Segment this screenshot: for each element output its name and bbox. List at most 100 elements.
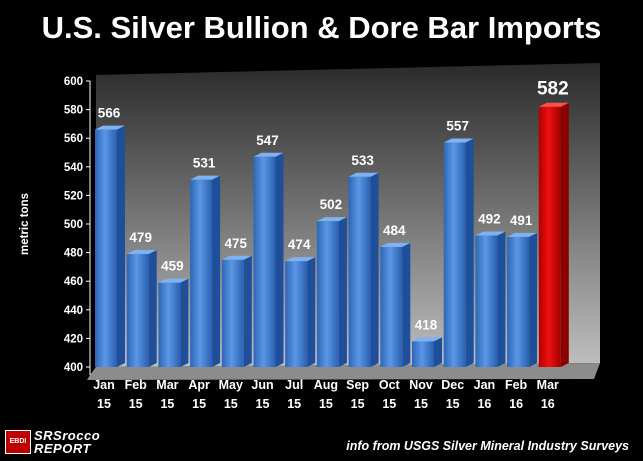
y-tick-label: 600 <box>64 76 83 88</box>
bar-side <box>402 242 411 367</box>
bar-side <box>497 231 506 367</box>
y-tick-label: 460 <box>64 276 83 288</box>
bar-front <box>190 179 213 367</box>
x-tick-label-year: 15 <box>160 397 174 411</box>
x-tick-label-month: Jul <box>285 378 303 392</box>
bar-front <box>348 176 371 367</box>
x-tick-label-year: 15 <box>129 397 143 411</box>
bar <box>253 152 284 367</box>
bar-value-label: 418 <box>415 317 438 332</box>
bar-front <box>443 142 466 367</box>
bar-side <box>529 232 538 367</box>
bar-top <box>412 337 442 342</box>
bar-value-label: 479 <box>129 230 152 245</box>
bar <box>158 278 189 367</box>
bar-top <box>443 138 474 143</box>
bar <box>190 175 221 367</box>
x-tick-label-month: Oct <box>379 378 401 392</box>
x-tick-label-year: 15 <box>382 397 396 411</box>
chart-floor <box>87 363 600 380</box>
bar-top <box>190 175 221 180</box>
bar-top <box>221 255 252 260</box>
y-tick-label: 420 <box>64 333 83 345</box>
bar-top <box>285 257 316 262</box>
bar <box>285 257 316 367</box>
bar-front <box>95 129 117 367</box>
bar-front <box>475 235 498 367</box>
bar-side <box>212 175 221 367</box>
x-tick-label-month: Feb <box>505 378 528 392</box>
x-tick-label-month: Dec <box>441 378 464 392</box>
bar <box>316 217 347 367</box>
x-tick-label-year: 15 <box>414 397 428 411</box>
bar-front <box>380 246 403 367</box>
bar-value-label: 533 <box>351 153 374 168</box>
bar <box>443 138 474 367</box>
bar-top <box>253 152 284 157</box>
bar-top <box>126 250 157 255</box>
bar-value-label: 566 <box>98 106 121 121</box>
source-note: info from USGS Silver Mineral Industry S… <box>346 439 629 453</box>
bar-value-label: 502 <box>320 197 343 212</box>
bar-side <box>275 152 284 367</box>
bar-side <box>465 138 474 367</box>
bar-value-label: 531 <box>193 156 216 171</box>
bar <box>221 255 252 367</box>
x-tick-label-year: 15 <box>224 397 238 411</box>
bar-top <box>158 278 189 283</box>
bar-top <box>380 242 411 247</box>
bar-top <box>538 102 569 107</box>
bar <box>507 232 538 367</box>
y-tick-label: 400 <box>64 362 83 374</box>
bar-top <box>316 217 347 222</box>
bar-front <box>538 106 561 368</box>
y-tick-label: 560 <box>64 133 83 145</box>
chart-title: U.S. Silver Bullion & Dore Bar Imports <box>41 10 602 45</box>
bar-top <box>507 232 538 237</box>
x-tick-label-month: Jun <box>251 378 273 392</box>
bar-front <box>507 236 530 367</box>
bar-front <box>126 254 149 367</box>
bar-side <box>148 250 157 367</box>
y-axis-title: metric tons <box>19 193 31 255</box>
bar-top <box>348 172 379 177</box>
bar-front <box>412 341 434 367</box>
bar-front <box>221 259 244 367</box>
bar-side <box>307 257 316 367</box>
x-tick-label-month: May <box>219 378 243 392</box>
x-tick-label-year: 15 <box>446 397 460 411</box>
x-tick-label-year: 15 <box>351 397 365 411</box>
bar-value-label: 492 <box>478 211 501 226</box>
x-tick-label-year: 16 <box>509 397 523 411</box>
x-tick-label-month: Apr <box>188 378 210 392</box>
bar-value-label: 474 <box>288 237 311 252</box>
bar <box>348 172 379 367</box>
bar-side <box>117 125 125 368</box>
x-tick-label-year: 16 <box>541 397 555 411</box>
bar-front <box>316 221 339 367</box>
x-tick-label-month: Mar <box>537 378 559 392</box>
bar <box>380 242 411 367</box>
bar-value-label: 582 <box>537 79 569 100</box>
bar-value-label: 491 <box>510 213 533 228</box>
bar-side <box>560 102 569 368</box>
y-tick-label: 480 <box>64 248 83 260</box>
y-tick-label: 540 <box>64 162 83 174</box>
x-tick-label-month: Jan <box>474 378 496 392</box>
bar-side <box>180 278 189 367</box>
x-tick-label-year: 16 <box>477 397 491 411</box>
x-tick-label-month: Feb <box>125 378 148 392</box>
bar-front <box>285 261 308 367</box>
bar-side <box>434 337 442 367</box>
srsrocco-logo: EBDI SRSrocco REPORT <box>5 428 120 456</box>
bar-front <box>158 282 181 367</box>
bar-value-label: 475 <box>225 236 248 251</box>
bar-side <box>243 255 252 367</box>
bar-side <box>338 217 347 367</box>
bar <box>126 250 157 367</box>
x-tick-label-year: 15 <box>192 397 206 411</box>
x-tick-label-year: 15 <box>319 397 333 411</box>
bar-value-label: 459 <box>161 259 184 274</box>
x-tick-label-month: Mar <box>156 378 178 392</box>
bar-side <box>370 172 379 367</box>
